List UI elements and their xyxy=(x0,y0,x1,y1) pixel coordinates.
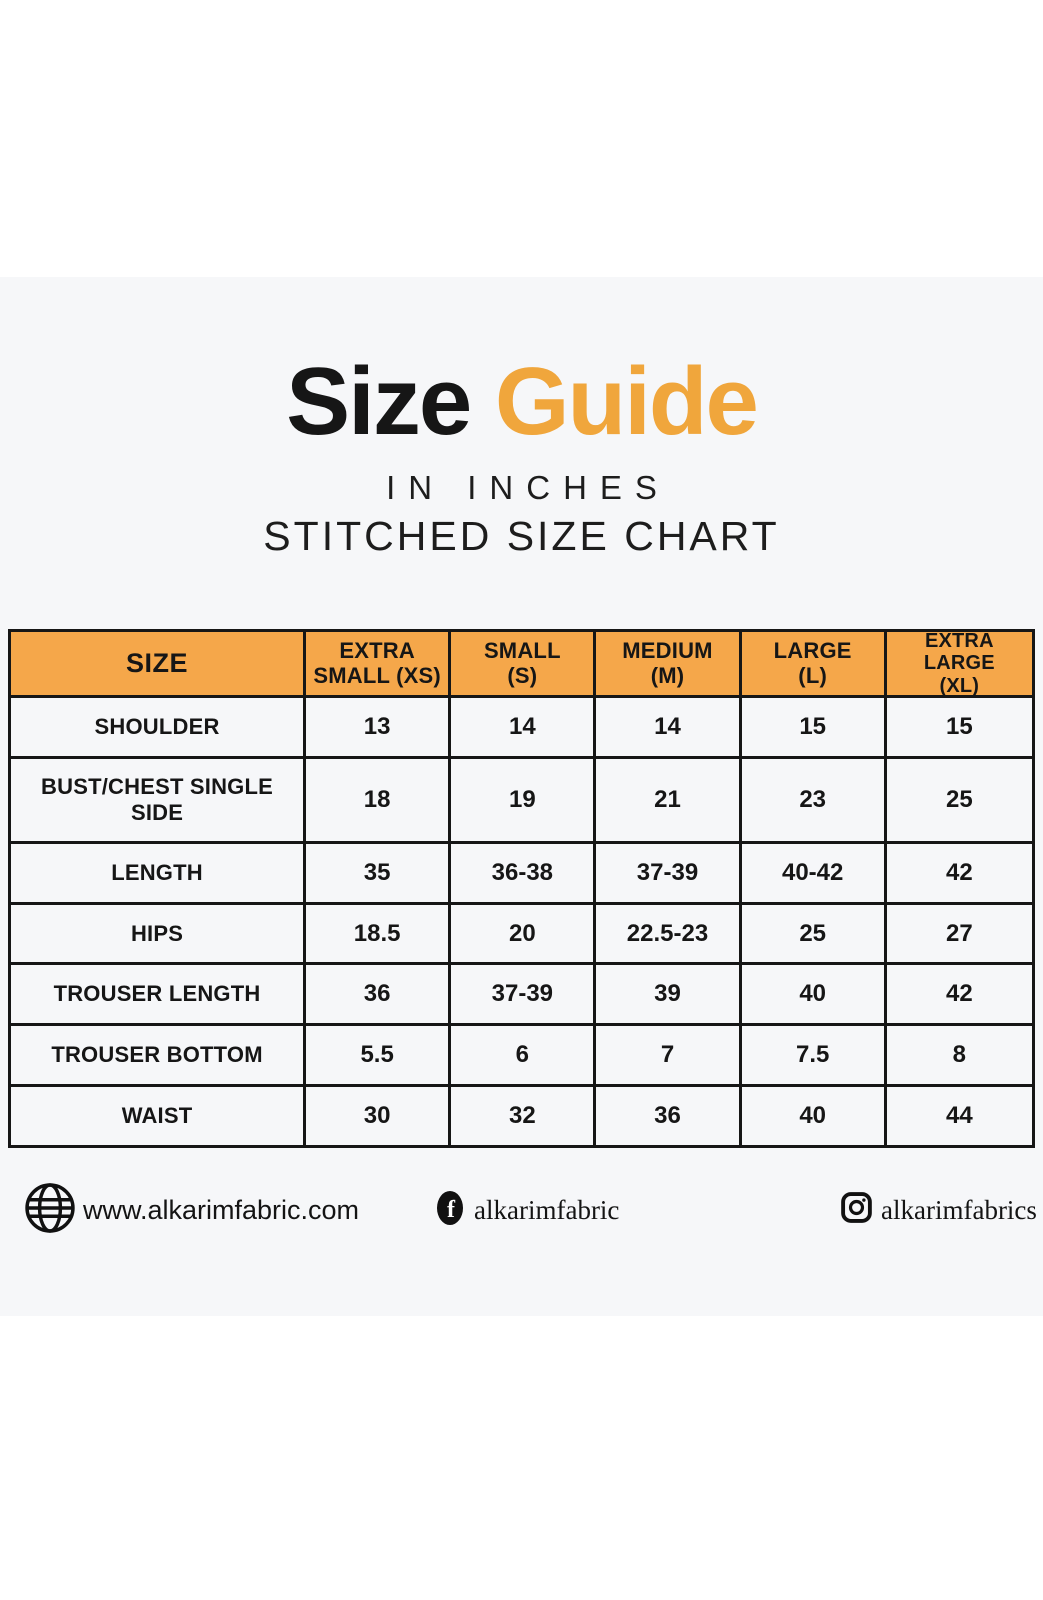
header-cell-extra-large: EXTRA LARGE (XL) xyxy=(923,629,995,697)
header-cell-large: LARGE (L) xyxy=(742,632,887,695)
header-cell-medium: MEDIUM (M) xyxy=(596,632,742,695)
page-title: Size Guide xyxy=(0,351,1043,453)
subtitle-in-inches: IN INCHES xyxy=(386,468,670,506)
value-cell: 6 xyxy=(451,1026,597,1085)
page-title-word-size: Size xyxy=(286,348,472,455)
header-cell-size: SIZE xyxy=(11,632,307,695)
table-row-length: LENGTH 35 36-38 37-39 40-42 42 xyxy=(11,840,1032,902)
website-url: www.alkarimfabric.com xyxy=(83,1194,360,1225)
value-cell: 18.5 xyxy=(306,904,452,963)
value-cell: 36 xyxy=(306,965,452,1024)
value-cell: 36-38 xyxy=(451,843,597,902)
value-cell: 20 xyxy=(451,904,597,963)
value-cell: 7.5 xyxy=(742,1026,887,1085)
row-label: WAIST xyxy=(11,1087,307,1146)
facebook-icon: f xyxy=(437,1190,463,1230)
value-cell: 15 xyxy=(742,698,887,756)
value-cell: 14 xyxy=(451,698,597,756)
value-cell: 39 xyxy=(596,965,742,1024)
value-cell: 25 xyxy=(945,785,973,813)
value-cell: 35 xyxy=(306,843,452,902)
value-cell: 40 xyxy=(742,1087,887,1146)
value-cell: 5.5 xyxy=(306,1026,452,1085)
value-cell: 14 xyxy=(596,698,742,756)
value-cell: 30 xyxy=(306,1087,452,1146)
heading-block: Size Guide IN INCHES STITCHED SIZE CHART xyxy=(0,351,1043,560)
value-cell: 42 xyxy=(945,858,973,886)
value-cell: 8 xyxy=(952,1041,967,1069)
table-row-bust-chest: BUST/CHEST SINGLE SIDE 18 19 21 23 25 xyxy=(11,755,1032,841)
value-cell: 15 xyxy=(945,712,973,740)
value-cell: 21 xyxy=(596,758,742,841)
value-cell: 25 xyxy=(742,904,887,963)
table-row-trouser-bottom: TROUSER BOTTOM 5.5 6 7 7.5 8 xyxy=(11,1023,1032,1085)
value-cell: 22.5-23 xyxy=(596,904,742,963)
value-cell: 40 xyxy=(742,965,887,1024)
row-label: SHOULDER xyxy=(11,698,307,756)
footer-instagram: alkarimfabrics xyxy=(841,1180,1037,1240)
value-cell: 19 xyxy=(451,758,597,841)
value-cell: 23 xyxy=(742,758,887,841)
table-row-hips: HIPS 18.5 20 22.5-23 25 27 xyxy=(11,901,1032,963)
subtitle-stitched-size-chart: STITCHED SIZE CHART xyxy=(263,512,780,559)
svg-text:f: f xyxy=(447,1197,456,1223)
value-cell: 27 xyxy=(945,919,973,947)
size-chart-table: SIZE EXTRA SMALL (XS) SMALL (S) MEDIUM (… xyxy=(8,629,1035,1148)
instagram-icon xyxy=(841,1192,872,1228)
header-cell-small: SMALL (S) xyxy=(451,632,597,695)
value-cell: 13 xyxy=(306,698,452,756)
value-cell: 37-39 xyxy=(596,843,742,902)
table-row-shoulder: SHOULDER 13 14 14 15 15 xyxy=(11,695,1032,756)
value-cell: 36 xyxy=(596,1087,742,1146)
footer-website: www.alkarimfabric.com xyxy=(24,1180,359,1240)
page-title-word-guide: Guide xyxy=(494,348,759,455)
footer-facebook: f alkarimfabric xyxy=(437,1180,619,1240)
table-header-row: SIZE EXTRA SMALL (XS) SMALL (S) MEDIUM (… xyxy=(11,629,1032,697)
table-row-waist: WAIST 30 32 36 40 44 xyxy=(11,1084,1032,1146)
value-cell: 40-42 xyxy=(742,843,887,902)
row-label: LENGTH xyxy=(11,843,307,902)
row-label: TROUSER LENGTH xyxy=(11,965,307,1024)
instagram-handle: alkarimfabrics xyxy=(881,1194,1037,1225)
row-label: BUST/CHEST SINGLE SIDE xyxy=(11,758,307,841)
header-cell-extra-small: EXTRA SMALL (XS) xyxy=(306,632,452,695)
value-cell: 7 xyxy=(596,1026,742,1085)
value-cell: 44 xyxy=(945,1102,973,1130)
row-label: TROUSER BOTTOM xyxy=(11,1026,307,1085)
value-cell: 18 xyxy=(306,758,452,841)
value-cell: 32 xyxy=(451,1087,597,1146)
globe-icon xyxy=(24,1182,76,1239)
table-row-trouser-length: TROUSER LENGTH 36 37-39 39 40 42 xyxy=(11,962,1032,1024)
facebook-handle: alkarimfabric xyxy=(474,1194,620,1225)
value-cell: 42 xyxy=(945,980,973,1008)
value-cell: 37-39 xyxy=(451,965,597,1024)
row-label: HIPS xyxy=(11,904,307,963)
